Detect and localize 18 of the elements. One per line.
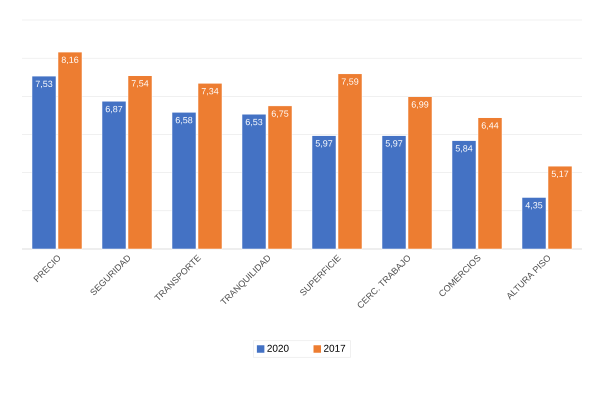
legend-label: 2017 bbox=[324, 344, 346, 352]
data-label: 5,84 bbox=[456, 145, 472, 153]
data-label: 5,97 bbox=[316, 140, 332, 148]
data-label: 8,16 bbox=[62, 56, 78, 64]
data-label: 7,53 bbox=[36, 80, 52, 88]
data-label: 7,54 bbox=[132, 80, 148, 88]
data-label: 5,97 bbox=[386, 140, 402, 148]
data-label: 6,99 bbox=[412, 101, 428, 109]
data-label: 6,58 bbox=[176, 116, 192, 124]
data-label: 6,53 bbox=[246, 118, 262, 126]
data-label: 5,17 bbox=[552, 170, 568, 178]
data-label: 7,59 bbox=[342, 78, 358, 86]
data-label: 4,35 bbox=[525, 202, 542, 210]
legend-label: 2020 bbox=[267, 344, 289, 352]
data-label: 7,34 bbox=[202, 88, 218, 96]
data-label: 6,44 bbox=[482, 122, 498, 130]
data-label: 6,75 bbox=[272, 110, 288, 118]
data-label: 6,87 bbox=[106, 106, 122, 114]
